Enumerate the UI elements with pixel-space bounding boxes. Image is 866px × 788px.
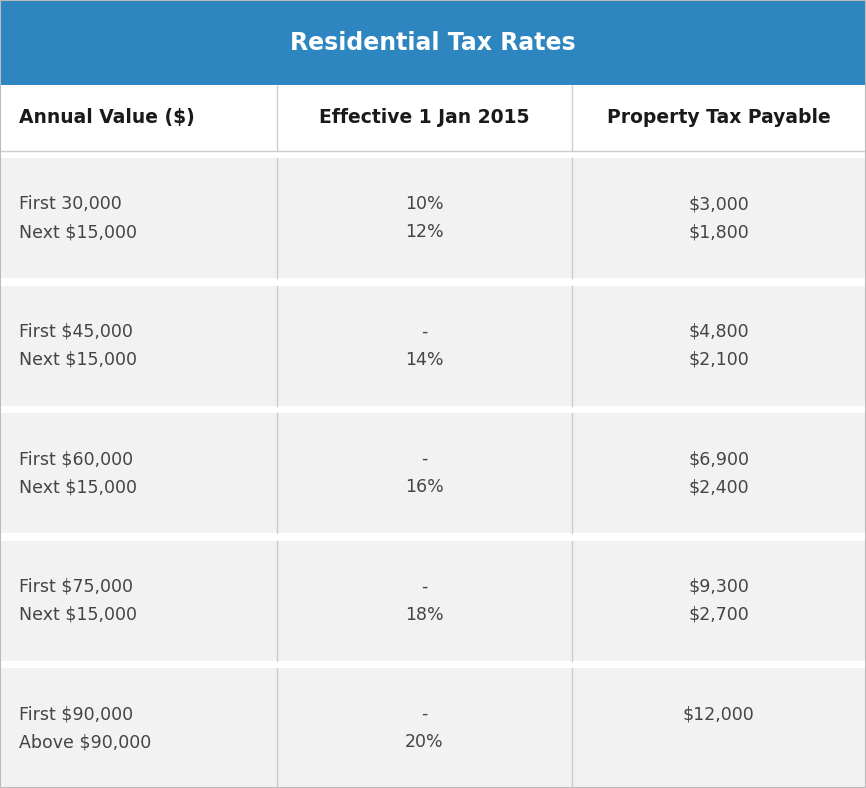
Text: First $45,000: First $45,000 (19, 322, 132, 340)
Text: 10%: 10% (405, 195, 443, 213)
Text: First $90,000: First $90,000 (19, 705, 133, 723)
Text: 20%: 20% (405, 734, 443, 752)
Text: 18%: 18% (405, 606, 443, 624)
Text: $6,900: $6,900 (688, 450, 749, 468)
Text: -: - (421, 578, 428, 596)
Text: First $75,000: First $75,000 (19, 578, 133, 596)
Text: 14%: 14% (405, 351, 443, 369)
Text: 12%: 12% (405, 223, 443, 241)
Text: -: - (421, 450, 428, 468)
Text: -: - (421, 322, 428, 340)
Text: $3,000: $3,000 (688, 195, 749, 213)
Text: $2,400: $2,400 (688, 478, 749, 496)
Text: $2,700: $2,700 (688, 606, 749, 624)
Text: First 30,000: First 30,000 (19, 195, 122, 213)
Text: Next $15,000: Next $15,000 (19, 606, 137, 624)
Text: Property Tax Payable: Property Tax Payable (607, 108, 830, 128)
Text: -: - (421, 705, 428, 723)
Text: Above $90,000: Above $90,000 (19, 734, 152, 752)
Text: $9,300: $9,300 (688, 578, 749, 596)
Text: First $60,000: First $60,000 (19, 450, 133, 468)
Text: Residential Tax Rates: Residential Tax Rates (290, 31, 576, 54)
Text: Next $15,000: Next $15,000 (19, 351, 137, 369)
Text: $4,800: $4,800 (688, 322, 749, 340)
Text: Next $15,000: Next $15,000 (19, 478, 137, 496)
Text: $12,000: $12,000 (683, 705, 754, 723)
Text: Effective 1 Jan 2015: Effective 1 Jan 2015 (319, 108, 530, 128)
Text: $1,800: $1,800 (688, 223, 749, 241)
Text: Annual Value ($): Annual Value ($) (19, 108, 195, 128)
Text: $2,100: $2,100 (688, 351, 749, 369)
Text: Next $15,000: Next $15,000 (19, 223, 137, 241)
Text: 16%: 16% (405, 478, 443, 496)
